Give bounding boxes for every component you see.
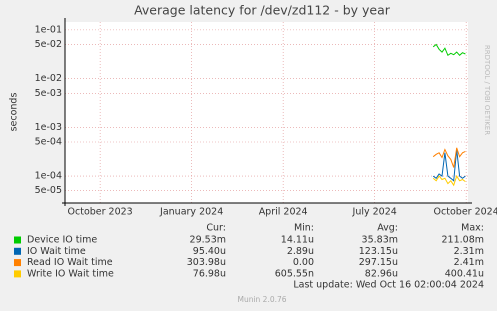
last-update: Last update: Wed Oct 16 02:00:04 2024 xyxy=(293,280,484,291)
y-tick-label: 5e-05 xyxy=(35,185,62,196)
legend-stat: 0.00 xyxy=(293,257,314,268)
legend-stat: 400.41u xyxy=(445,268,484,279)
legend-header: Avg: xyxy=(377,223,398,234)
legend-label: Write IO Wait time xyxy=(27,268,114,279)
legend-stat: 605.55n xyxy=(275,268,314,279)
legend-label: IO Wait time xyxy=(27,246,86,257)
legend-swatch xyxy=(14,236,21,244)
series-line xyxy=(432,43,466,57)
x-tick-label: October 2023 xyxy=(68,207,133,218)
legend-header: Cur: xyxy=(206,223,226,234)
legend-stat: 2.41m xyxy=(454,257,484,268)
footer: Munin 2.0.76 xyxy=(237,295,286,304)
legend-header: Min: xyxy=(294,223,314,234)
legend-stat: 297.15u xyxy=(359,257,398,268)
y-tick-label: 5e-04 xyxy=(35,136,62,147)
legend-swatch xyxy=(14,270,21,278)
y-tick-label: 5e-03 xyxy=(35,88,62,99)
y-tick-label: 5e-02 xyxy=(35,39,62,50)
y-tick-label: 1e-04 xyxy=(35,171,62,182)
x-tick-label: July 2024 xyxy=(352,207,397,218)
legend-stat: 2.89u xyxy=(287,246,314,257)
legend-stat: 211.08m xyxy=(442,235,485,246)
legend-label: Device IO time xyxy=(27,235,97,246)
chart-title: Average latency for /dev/zd112 - by year xyxy=(134,3,391,18)
legend-stat: 29.53m xyxy=(190,235,226,246)
series-line xyxy=(432,174,466,187)
legend-label: Read IO Wait time xyxy=(27,257,113,268)
side-text: RRDTOOL / TOBI OETIKER xyxy=(483,45,491,135)
y-tick-label: 1e-02 xyxy=(35,73,62,84)
legend-stat: 14.11u xyxy=(281,235,314,246)
y-tick-label: 1e-03 xyxy=(35,122,62,133)
plot-area xyxy=(65,22,468,203)
legend-stat: 82.96u xyxy=(365,268,398,279)
legend-swatch xyxy=(14,259,21,267)
series-line xyxy=(432,147,466,168)
x-tick-label: April 2024 xyxy=(259,207,308,218)
legend-stat: 303.98u xyxy=(187,257,226,268)
legend-stat: 35.83m xyxy=(362,235,398,246)
x-tick-label: October 2024 xyxy=(434,207,497,218)
legend-stat: 2.31m xyxy=(454,246,484,257)
y-axis-label: seconds xyxy=(9,93,20,132)
legend-stat: 95.40u xyxy=(193,246,226,257)
legend-swatch xyxy=(14,247,21,255)
series-line xyxy=(432,149,466,182)
y-tick-label: 1e-01 xyxy=(35,24,62,35)
x-tick-label: January 2024 xyxy=(159,207,223,218)
legend-header: Max: xyxy=(461,223,484,234)
legend-stat: 76.98u xyxy=(193,268,226,279)
legend-stat: 123.15u xyxy=(359,246,398,257)
